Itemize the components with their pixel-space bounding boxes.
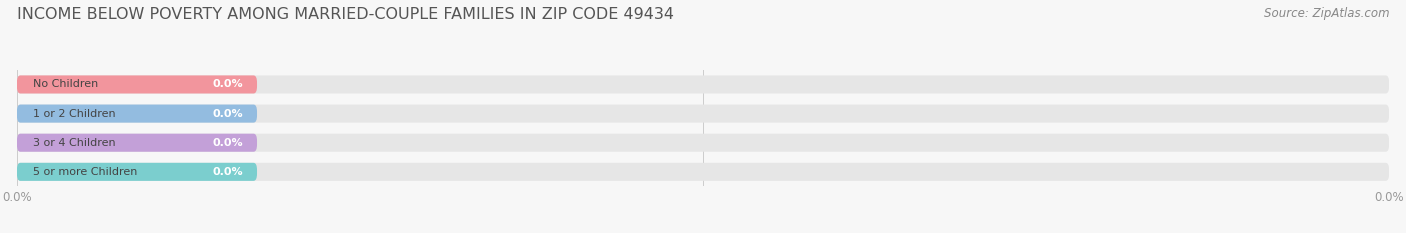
FancyBboxPatch shape [17, 105, 257, 123]
Text: 0.0%: 0.0% [212, 79, 243, 89]
Text: 0.0%: 0.0% [212, 167, 243, 177]
FancyBboxPatch shape [17, 134, 1389, 152]
Text: 3 or 4 Children: 3 or 4 Children [34, 138, 115, 148]
Text: Source: ZipAtlas.com: Source: ZipAtlas.com [1264, 7, 1389, 20]
FancyBboxPatch shape [17, 163, 257, 181]
FancyBboxPatch shape [17, 75, 257, 93]
FancyBboxPatch shape [17, 75, 1389, 93]
Text: No Children: No Children [34, 79, 98, 89]
FancyBboxPatch shape [17, 163, 1389, 181]
Text: 0.0%: 0.0% [212, 138, 243, 148]
Text: 0.0%: 0.0% [212, 109, 243, 119]
FancyBboxPatch shape [17, 105, 1389, 123]
Text: INCOME BELOW POVERTY AMONG MARRIED-COUPLE FAMILIES IN ZIP CODE 49434: INCOME BELOW POVERTY AMONG MARRIED-COUPL… [17, 7, 673, 22]
Text: 5 or more Children: 5 or more Children [34, 167, 138, 177]
FancyBboxPatch shape [17, 134, 257, 152]
Text: 1 or 2 Children: 1 or 2 Children [34, 109, 115, 119]
